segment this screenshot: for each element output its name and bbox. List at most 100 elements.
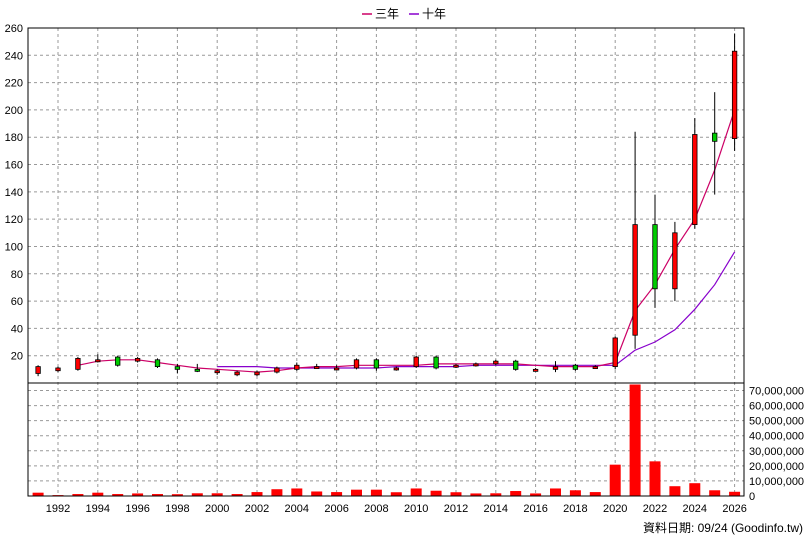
ma3-line <box>77 109 736 373</box>
candle-body <box>373 359 380 369</box>
candle <box>453 363 459 368</box>
x-tick-label: 2020 <box>603 503 627 515</box>
volume-bar <box>211 493 223 496</box>
price-y-tick-label: 180 <box>5 132 23 144</box>
price-grid <box>28 27 744 496</box>
price-y-tick-label: 160 <box>5 160 23 172</box>
candle <box>652 194 658 308</box>
candle <box>115 355 121 367</box>
candle <box>353 358 360 370</box>
volume-y-tick-label: 10,000,000 <box>749 476 804 488</box>
x-tick-label: 2014 <box>484 503 508 515</box>
volume-bar <box>569 490 581 496</box>
volume-bar <box>589 492 601 496</box>
volume-bar <box>92 492 104 496</box>
price-y-tick-label: 40 <box>11 323 23 335</box>
candle <box>373 358 380 371</box>
candle-body <box>453 364 459 368</box>
candle-body <box>353 359 360 369</box>
candle <box>532 367 539 372</box>
candle <box>493 359 499 366</box>
volume-bar <box>470 493 482 496</box>
data-date-footer: 資料日期: 09/24 (Goodinfo.tw) <box>643 521 803 535</box>
candle <box>393 366 399 371</box>
candle-body <box>672 232 678 290</box>
volume-bar <box>251 492 263 496</box>
volume-y-tick-label: 40,000,000 <box>749 431 804 443</box>
candle <box>214 369 220 375</box>
x-tick-label: 2010 <box>404 503 428 515</box>
x-tick-label: 2008 <box>364 503 388 515</box>
candle <box>672 221 678 302</box>
price-y-tick-label: 140 <box>5 187 23 199</box>
candle-body <box>75 358 81 370</box>
volume-bar <box>311 491 323 496</box>
candle-body <box>652 224 658 290</box>
volume-y-tick-label: 60,000,000 <box>749 401 804 413</box>
volume-bar <box>351 489 362 496</box>
price-y-tick-label: 20 <box>11 351 23 363</box>
volume-bar <box>410 488 422 496</box>
x-tick-label: 1996 <box>125 503 149 515</box>
candle-body <box>174 366 181 370</box>
candle-body <box>294 364 300 370</box>
candle <box>274 366 280 374</box>
volume-bar <box>609 464 621 496</box>
candle <box>692 118 698 229</box>
candle-body <box>712 132 718 142</box>
volume-bar <box>171 494 183 496</box>
volume-bar <box>291 488 303 496</box>
candle <box>612 336 618 370</box>
volume-bar <box>370 489 382 496</box>
candle-body <box>532 368 539 372</box>
volume-y-tick-label: 30,000,000 <box>749 446 804 458</box>
candle <box>433 355 439 370</box>
volume-bar <box>550 488 561 496</box>
candle <box>632 131 638 349</box>
candle <box>413 355 419 368</box>
candle-body <box>493 360 499 365</box>
candle <box>592 365 598 370</box>
volume-bar <box>709 490 721 496</box>
candle <box>294 362 300 371</box>
volume-bar <box>490 493 502 496</box>
volume-bar <box>271 489 283 496</box>
price-y-tick-label: 60 <box>11 296 23 308</box>
candle-body <box>592 366 598 370</box>
candle <box>154 358 161 368</box>
candle <box>234 370 240 377</box>
price-y-tick-label: 80 <box>11 269 23 281</box>
price-y-tick-label: 240 <box>5 50 23 62</box>
candle-body <box>572 364 579 370</box>
candle-body <box>393 367 399 371</box>
candle <box>473 362 479 367</box>
volume-bar <box>191 493 203 496</box>
candle <box>552 361 559 373</box>
candle-body <box>55 367 61 372</box>
x-tick-label: 1992 <box>46 503 70 515</box>
price-y-tick-label: 220 <box>5 78 23 90</box>
volume-bar <box>32 492 44 496</box>
volume-bar <box>390 492 402 496</box>
candle <box>95 354 101 363</box>
x-tick-label: 2002 <box>245 503 269 515</box>
candle-body <box>333 367 340 371</box>
volume-bar <box>689 483 701 496</box>
candle-body <box>254 371 260 376</box>
volume-y-tick-label: 0 <box>749 491 755 503</box>
legend-label-ma10: 十年 <box>422 7 446 21</box>
candle <box>731 33 738 151</box>
x-tick-label: 2004 <box>285 503 309 515</box>
volume-bar <box>729 491 741 496</box>
candle <box>333 365 340 371</box>
volume-bar <box>450 492 462 496</box>
volume-bar <box>430 490 442 496</box>
price-y-tick-label: 120 <box>5 214 23 226</box>
candlesticks <box>35 33 738 377</box>
candle-body <box>413 356 419 368</box>
candle <box>35 365 41 377</box>
volume-y-tick-label: 70,000,000 <box>749 386 804 398</box>
price-y-tick-label: 200 <box>5 105 23 117</box>
